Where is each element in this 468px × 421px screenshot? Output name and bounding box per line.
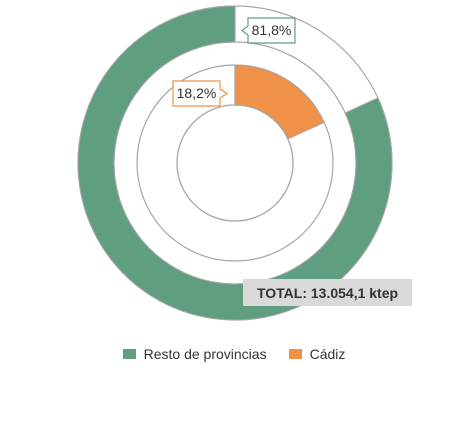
inner-callout-box (172, 80, 229, 107)
inner-callout: 18,2% (172, 80, 229, 107)
legend-swatch-cadiz (288, 349, 302, 359)
legend-label-cadiz: Cádiz (309, 346, 346, 362)
outer-callout-box (241, 17, 296, 44)
total-label: TOTAL: 13.054,1 ktep (257, 285, 398, 301)
center-hole (176, 104, 294, 222)
total-box: TOTAL: 13.054,1 ktep (243, 279, 412, 306)
legend-label-resto: Resto de provincias (143, 346, 267, 362)
legend-item-cadiz: Cádiz (288, 346, 346, 362)
legend: Resto de provincias Cádiz (0, 346, 468, 362)
outer-value-label: 81,8% (252, 22, 292, 38)
inner-value-label: 18,2% (177, 85, 217, 101)
outer-callout: 81,8% (241, 17, 296, 44)
total-background (243, 279, 412, 306)
legend-swatch-resto (122, 349, 136, 359)
legend-item-resto: Resto de provincias (122, 346, 267, 362)
